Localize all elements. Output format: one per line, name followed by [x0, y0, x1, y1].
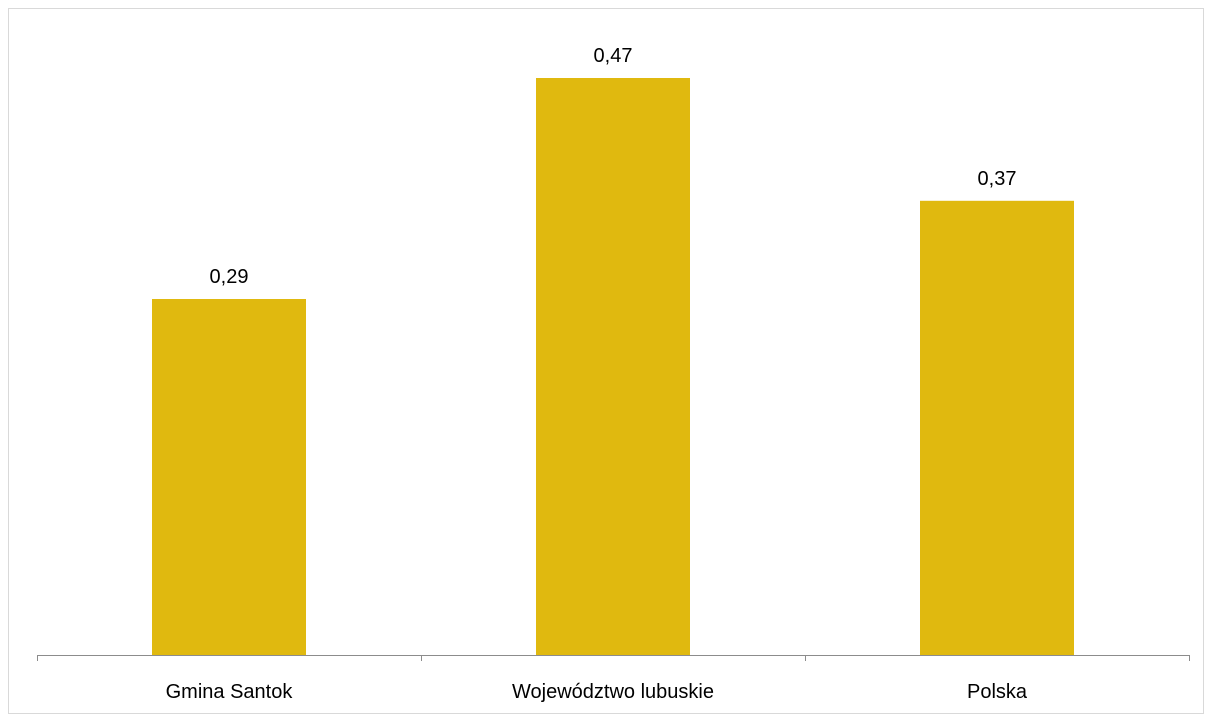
bar: [920, 200, 1074, 656]
value-labels-group: 0,29 0,47 0,37: [210, 45, 1017, 288]
data-label: 0,29: [210, 266, 249, 288]
data-label: 0,47: [594, 45, 633, 67]
x-axis: [37, 655, 1190, 661]
category-tick-label: Województwo lubuskie: [512, 681, 714, 703]
data-label: 0,37: [978, 168, 1017, 190]
bar: [536, 78, 690, 655]
category-tick-label: Gmina Santok: [166, 681, 294, 703]
bars-group: [152, 78, 1074, 656]
bar: [152, 299, 306, 655]
category-tick-label: Polska: [967, 681, 1028, 703]
category-labels-group: Gmina Santok Województwo lubuskie Polska: [166, 681, 1028, 703]
